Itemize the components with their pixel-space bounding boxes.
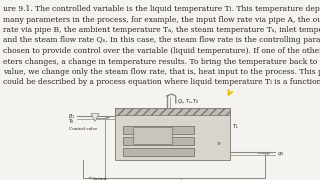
Text: $T_L$: $T_L$ [232,122,239,131]
Bar [133,127,172,144]
Text: rate via pipe B, the ambient temperature Tₐ, the steam temperature Tₛ, inlet tem: rate via pipe B, the ambient temperature… [3,26,320,34]
Bar [123,137,194,145]
Bar [123,148,194,156]
Bar [123,126,194,134]
Text: Control valve: Control valve [69,127,97,131]
Text: $T_0$: $T_0$ [68,118,75,126]
Text: output: output [92,177,108,180]
Bar [115,108,230,160]
Text: could be described by a process equation where liquid temperature Tₗ is a functi: could be described by a process equation… [3,78,320,87]
Text: many parameters in the process, for example, the input flow rate via pipe A, the: many parameters in the process, for exam… [3,15,320,24]
Text: $Q_s, T_s, T_0$: $Q_s, T_s, T_0$ [177,97,199,106]
Text: $q_0$: $q_0$ [277,150,284,158]
Text: value, we change only the steam flow rate, that is, heat input to the process. T: value, we change only the steam flow rat… [3,68,320,76]
Text: $T_c$: $T_c$ [216,141,222,148]
Text: and the steam flow rate Qₛ. In this case, the steam flow rate is the controlling: and the steam flow rate Qₛ. In this case… [3,37,320,44]
Text: eters changes, a change in temperature results. To bring the temperature back to: eters changes, a change in temperature r… [3,57,320,66]
Bar [115,108,230,115]
Text: chosen to provide control over the variable (liquid temperature). If one of the : chosen to provide control over the varia… [3,47,320,55]
Text: $B_1$: $B_1$ [68,112,75,122]
Text: ure 9.1. The controlled variable is the liquid temperature Tₗ. This temperature : ure 9.1. The controlled variable is the … [3,5,320,13]
Polygon shape [91,114,99,122]
